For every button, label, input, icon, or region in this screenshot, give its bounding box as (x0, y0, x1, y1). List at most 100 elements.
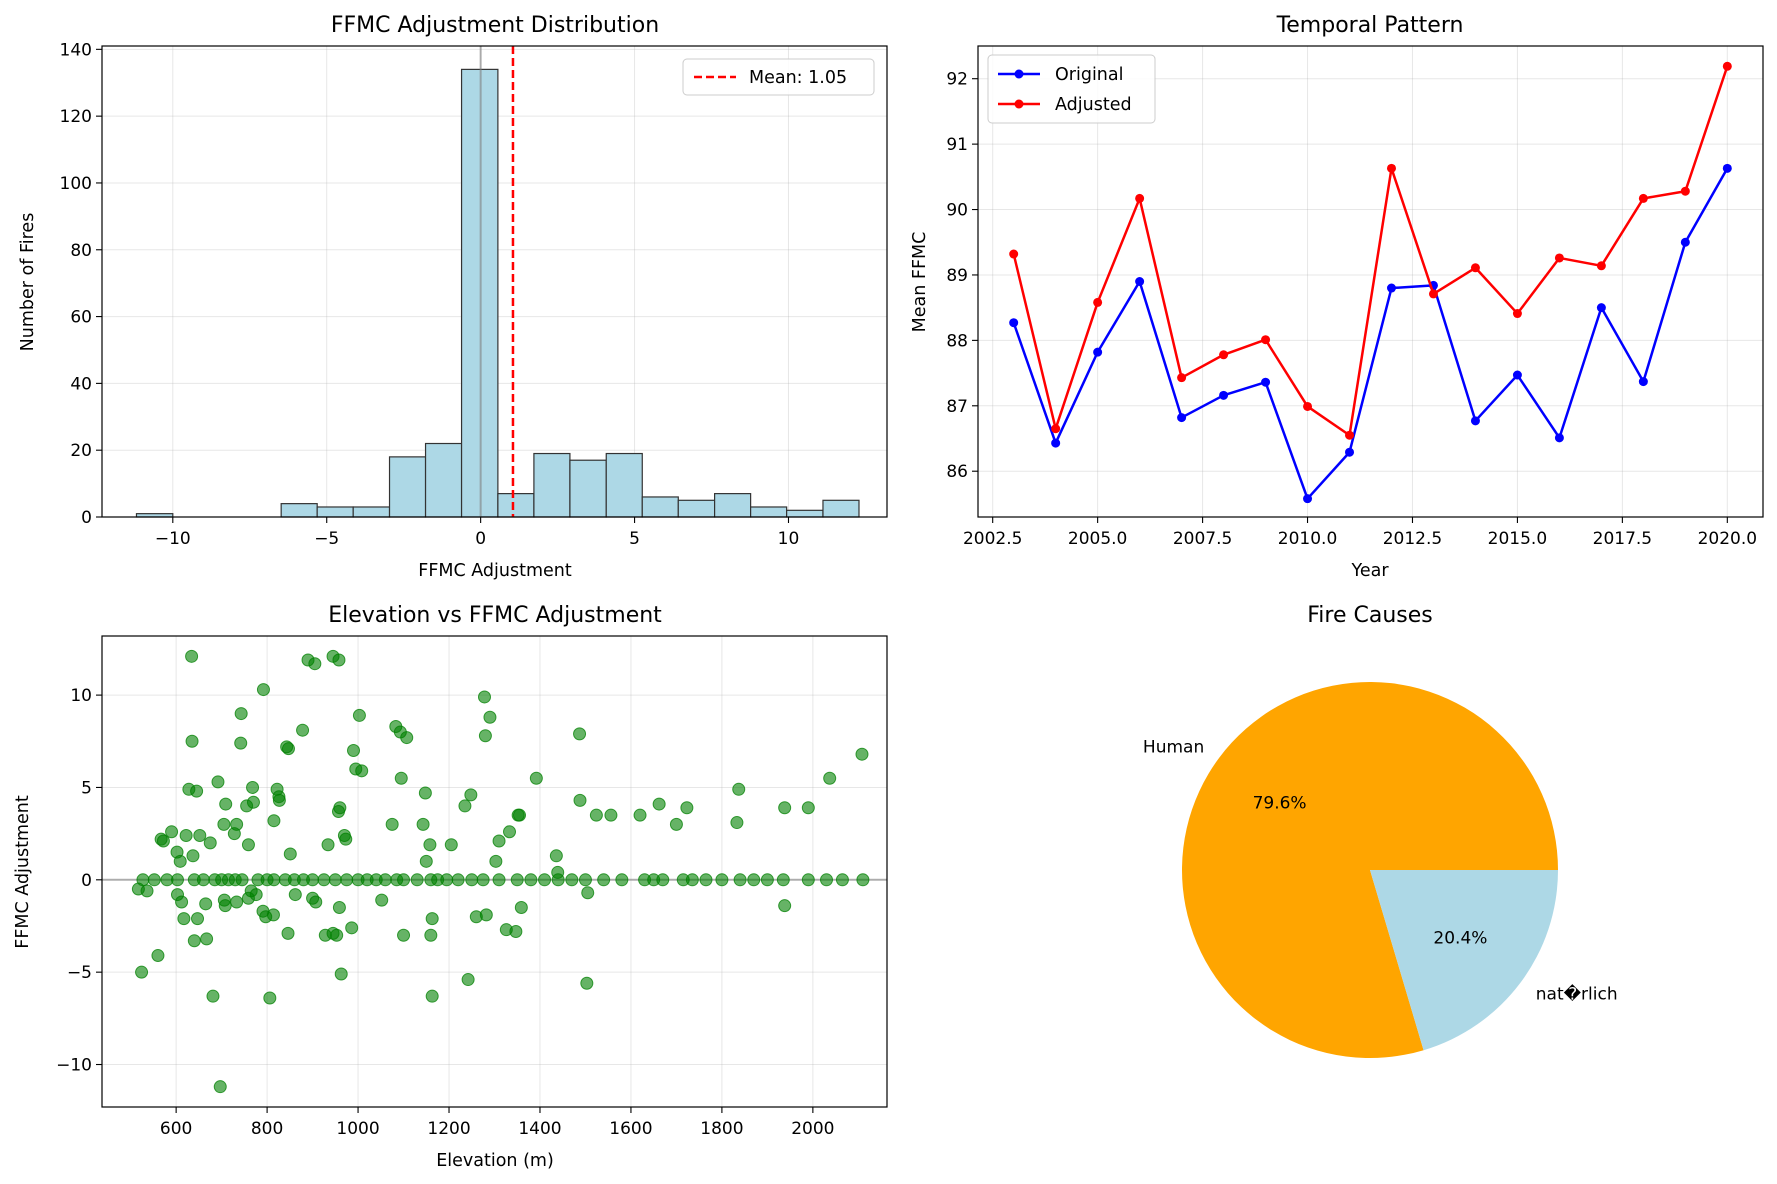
scatter-point (760, 873, 774, 887)
scatter-point (355, 764, 369, 778)
pie-slices (1181, 681, 1558, 1058)
scatter-point (227, 827, 241, 841)
histogram-bar (569, 459, 607, 518)
histogram-panel: FFMC Adjustment Distribution FFMC Adjust… (18, 13, 888, 581)
scatter-point (835, 873, 849, 887)
scatter-point (573, 727, 587, 741)
scatter-point (131, 882, 145, 896)
scatter-point (451, 873, 465, 887)
scatter-point (196, 873, 210, 887)
scatter-point (419, 854, 433, 868)
pie-labels: Human 79.6% nat�rlich 20.4% (1143, 737, 1618, 1004)
scatter-point (633, 808, 647, 822)
scatter-point (823, 771, 837, 785)
scatter-point (263, 991, 277, 1005)
scatter-point (565, 873, 579, 887)
scatter-grid (102, 636, 887, 1107)
y-tick-label: 40 (70, 374, 92, 394)
y-tick-label: 80 (70, 241, 92, 261)
x-tick-label: 800 (251, 1119, 283, 1139)
histogram-legend-mean-label: Mean: 1.05 (749, 68, 847, 88)
scatter-point (680, 801, 694, 815)
scatter-point (199, 897, 213, 911)
scatter-point (147, 873, 161, 887)
temporal-tick-labels: 2002.5 2005.0 2007.5 2010.0 2012.5 2015.0 2017… (946, 70, 1757, 549)
scatter-point (465, 873, 479, 887)
scatter-point (177, 912, 191, 926)
series-point-adjusted (1470, 263, 1480, 273)
scatter-point (801, 873, 815, 887)
x-tick-label: 2005.0 (1068, 529, 1127, 549)
scatter-point (423, 838, 437, 852)
histogram-y-axis-label: Number of Fires (18, 213, 38, 352)
series-point-adjusted (1638, 193, 1648, 203)
scatter-point (281, 926, 295, 940)
series-point-original (1722, 163, 1732, 173)
series-point-original (1135, 277, 1145, 286)
scatter-point (479, 908, 493, 922)
scatter-point (424, 928, 438, 942)
scatter-point (375, 893, 389, 907)
x-tick-label: 1400 (518, 1119, 561, 1139)
scatter-point (193, 828, 207, 842)
x-tick-label: 2002.5 (963, 529, 1022, 549)
scatter-point (801, 801, 815, 815)
scatter-point (347, 744, 361, 758)
scatter-point (187, 934, 201, 948)
scatter-point (309, 895, 323, 909)
scatter-point (856, 873, 870, 887)
series-point-original (1386, 283, 1396, 293)
scatter-point (135, 965, 149, 979)
series-point-adjusted (1219, 350, 1229, 360)
histogram-bar (316, 506, 354, 518)
scatter-point (230, 895, 244, 909)
series-point-adjusted (1261, 335, 1271, 345)
scatter-point (352, 708, 366, 722)
scatter-point (213, 1080, 227, 1094)
scatter-point (732, 782, 746, 796)
x-tick-label: 1600 (609, 1119, 652, 1139)
scatter-point (538, 873, 552, 887)
y-tick-label: 0 (81, 871, 92, 891)
scatter-point (218, 899, 232, 913)
scatter-point (529, 771, 543, 785)
scatter-point (332, 901, 346, 915)
scatter-point (503, 825, 517, 839)
scatter-point (715, 873, 729, 887)
scatter-point (615, 873, 629, 887)
scatter-point (173, 854, 187, 868)
series-point-original (1512, 370, 1522, 380)
pie-slice-natrlich (1370, 870, 1558, 1051)
y-tick-label: 0 (81, 508, 92, 528)
scatter-point (288, 888, 302, 902)
histogram-bar (533, 452, 571, 518)
series-point-original (1009, 318, 1019, 328)
x-tick-label: 2017.5 (1593, 529, 1652, 549)
scatter-point (855, 747, 869, 761)
pie-label-human: Human (1143, 737, 1204, 757)
scatter-point (699, 873, 713, 887)
scatter-point (334, 967, 348, 981)
scatter-point (418, 786, 432, 800)
series-point-adjusted (1428, 289, 1438, 299)
histogram-bar (424, 442, 463, 518)
scatter-point (510, 873, 524, 887)
scatter-point (249, 888, 263, 902)
scatter-point (340, 873, 354, 887)
y-tick-label: 5 (81, 778, 92, 798)
series-point-adjusted (1177, 373, 1187, 383)
y-tick-label: 100 (60, 174, 92, 194)
scatter-point (581, 886, 595, 900)
scatter-point (330, 928, 344, 942)
series-point-original (1470, 416, 1480, 426)
temporal-series (1009, 61, 1732, 504)
y-tick-label: 91 (946, 135, 968, 155)
series-point-original (1303, 494, 1313, 504)
scatter-point (281, 742, 295, 756)
x-tick-label: 1200 (427, 1119, 470, 1139)
histogram-bar (605, 452, 643, 518)
scatter-point (397, 928, 411, 942)
histogram-bar (497, 493, 535, 518)
scatter-point (604, 808, 618, 822)
